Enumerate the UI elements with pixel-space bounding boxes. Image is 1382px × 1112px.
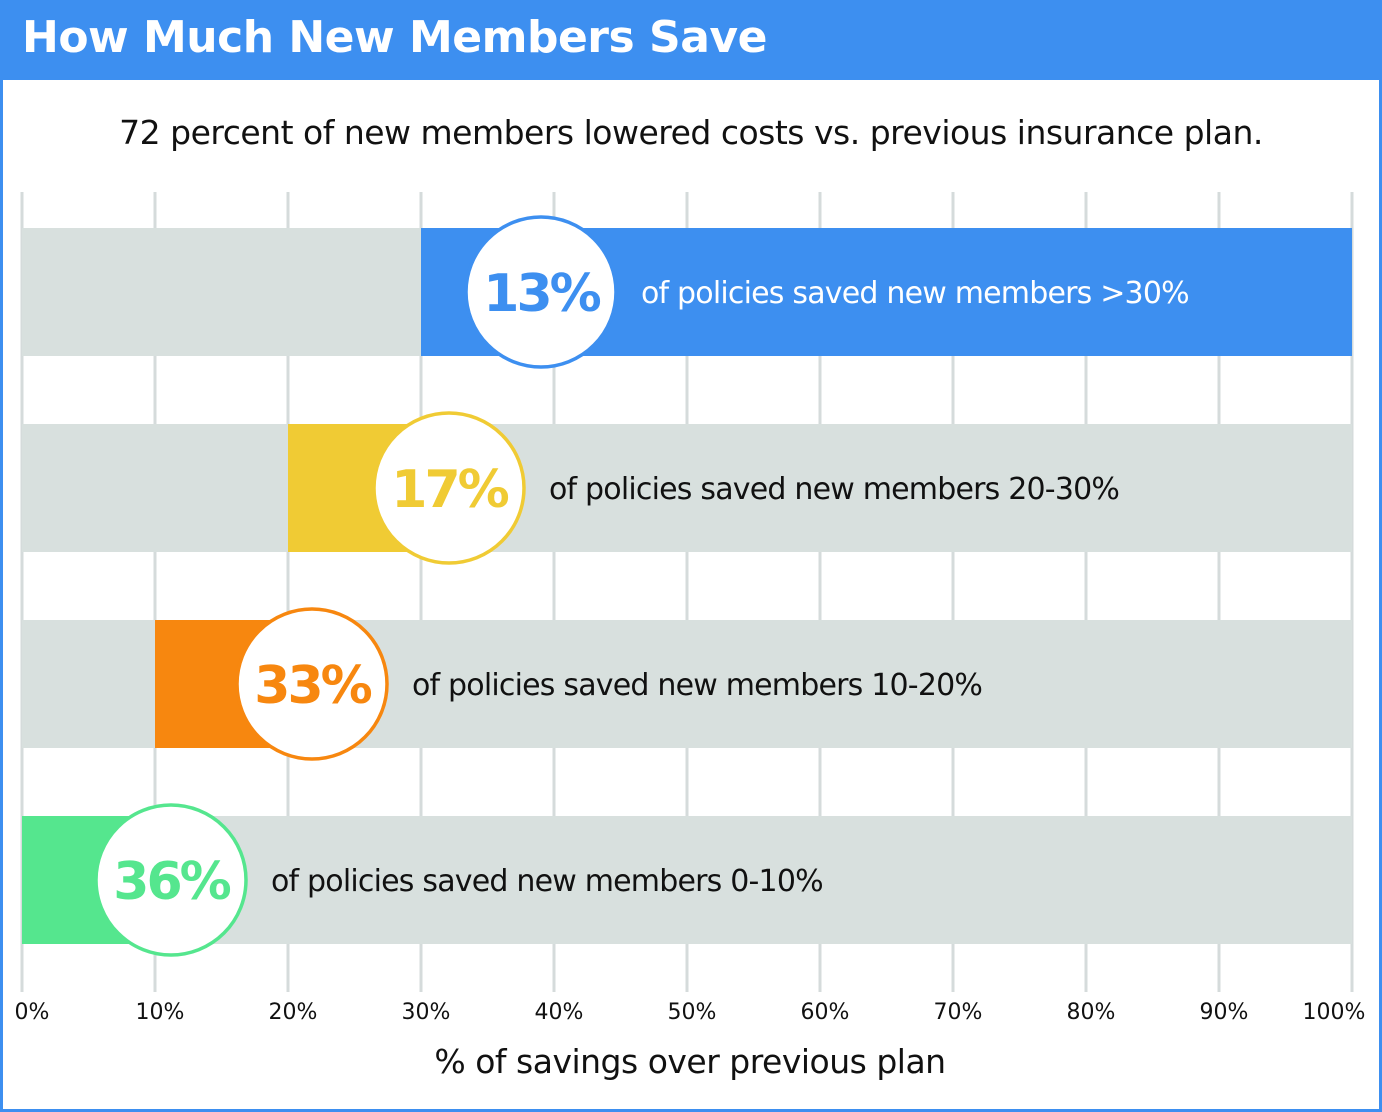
chart-title: How Much New Members Save — [22, 12, 767, 63]
x-tick-label: 0% — [15, 1000, 50, 1025]
x-tick-label: 20% — [269, 1000, 318, 1025]
row-label: of policies saved new members 20-30% — [549, 472, 1119, 507]
row-label: of policies saved new members >30% — [641, 276, 1189, 311]
share-circle — [235, 607, 389, 761]
share-circle — [94, 803, 248, 957]
x-tick-label: 10% — [136, 1000, 185, 1025]
x-tick-label: 50% — [668, 1000, 717, 1025]
x-tick-label: 100% — [1303, 1000, 1366, 1025]
share-value: 33% — [254, 656, 371, 716]
bar-track — [22, 424, 1352, 552]
x-tick-label: 30% — [402, 1000, 451, 1025]
x-tick-label: 90% — [1200, 1000, 1249, 1025]
row-label: of policies saved new members 0-10% — [271, 864, 823, 899]
x-axis-label: % of savings over previous plan — [434, 1042, 945, 1081]
share-value: 13% — [483, 264, 600, 324]
x-tick-label: 70% — [934, 1000, 983, 1025]
share-circle — [464, 215, 618, 369]
header-bar: How Much New Members Save — [0, 0, 1382, 80]
share-circle — [372, 411, 526, 565]
share-value: 36% — [113, 852, 230, 912]
x-tick-label: 40% — [535, 1000, 584, 1025]
x-tick-label: 60% — [801, 1000, 850, 1025]
share-value: 17% — [391, 460, 508, 520]
row-label: of policies saved new members 10-20% — [412, 668, 982, 703]
x-tick-label: 80% — [1067, 1000, 1116, 1025]
chart-subtitle: 72 percent of new members lowered costs … — [119, 113, 1263, 152]
